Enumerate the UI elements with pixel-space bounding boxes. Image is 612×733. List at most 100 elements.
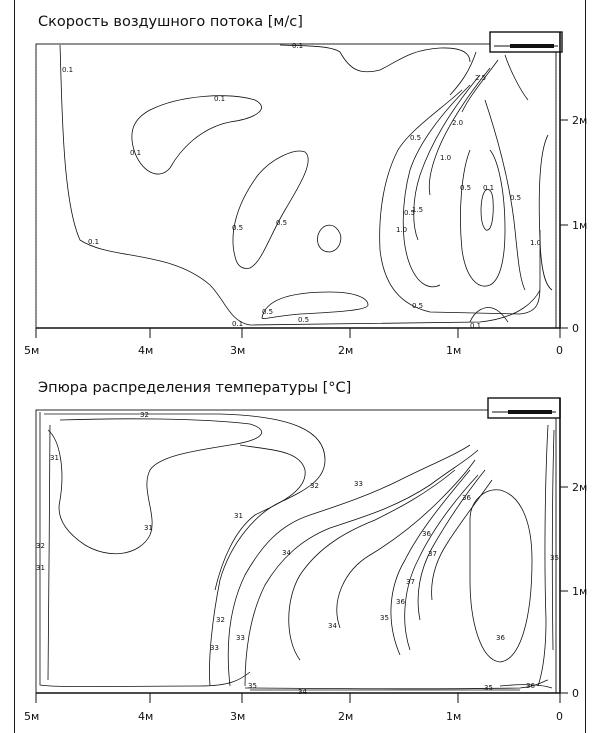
contour-label: 1.0 [396,226,407,234]
contour-0.5-right-inner [460,149,506,287]
contour-label: 33 [354,480,363,488]
contour-1.0-a [402,84,471,288]
y-tick-label: 2м [572,114,587,127]
contour-36-floor [499,684,553,689]
temperature-panel: 32 31 32 31 31 31 32 33 34 33 32 33 34 3… [24,397,587,723]
airflow-ac-unit-icon [489,31,563,53]
contour-label: 0.5 [262,308,273,316]
contour-33-left [227,444,471,687]
contour-32-outer [39,412,251,688]
contour-label: 2.5 [475,74,486,82]
contour-label: 32 [216,616,225,624]
airflow-panel: 0.1 0.1 0.1 0.1 0.1 0.1 0.1 0.5 0.5 0.5 … [24,31,587,357]
contour-label: 32 [140,411,149,419]
contour-0.1-left-blob [131,95,262,175]
contour-label: 36 [526,682,535,690]
x-tick-label: 3м [230,710,245,723]
contour-label: 36 [462,494,471,502]
contour-label: 2.0 [452,119,463,127]
contour-label: 31 [144,524,153,532]
contour-label: 0.5 [298,316,309,324]
contour-label: 1.5 [412,206,423,214]
contour-label: 0.5 [410,134,421,142]
contour-label: 31 [50,454,59,462]
contour-label: 36 [496,634,505,642]
y-tick-label: 2м [572,481,587,494]
temperature-y-axis: 2м 1м 0 [559,398,587,700]
contour-label: 32 [36,542,45,550]
contour-0.5-floor [261,291,369,319]
x-tick-label: 5м [24,344,39,357]
y-tick-label: 1м [572,585,587,598]
figure-frame [14,0,586,733]
contour-label: 35 [380,614,389,622]
contour-2.5 [461,59,499,113]
x-tick-label: 2м [338,710,353,723]
contour-label: 0.1 [470,322,481,330]
contour-35 [244,679,549,690]
contour-36-right-blob [469,489,533,663]
contour-label: 37 [428,550,437,558]
contour-label: 1.0 [530,239,541,247]
contour-label: 0.1 [214,95,225,103]
contour-label: 0.1 [292,42,303,50]
contour-label: 34 [328,622,337,630]
contour-label: 33 [210,644,219,652]
contour-label: 32 [310,482,319,490]
contour-label: 0.5 [510,194,521,202]
contour-label: 0.1 [232,320,243,328]
contour-0.5-left [232,150,309,269]
x-tick-label: 1м [446,344,461,357]
airflow-x-axis: 5м 4м 3м 2м 1м 0 [24,327,563,357]
contour-0.1-outer [59,44,541,326]
temperature-ac-unit-icon [487,397,561,419]
contour-label: 34 [298,688,307,696]
contour-31-left [47,424,51,681]
contour-label: 37 [406,578,415,586]
contour-label: 35 [484,684,493,692]
contour-label: 0.5 [412,302,423,310]
contour-label: 35 [248,682,257,690]
x-tick-label: 2м [338,344,353,357]
contour-label: 0.5 [460,184,471,192]
y-tick-label: 0 [572,687,579,700]
contour-label: 34 [282,549,291,557]
contour-label: 31 [234,512,243,520]
contour-35-wall [551,429,555,651]
contour-0.1-inner-right [480,189,494,231]
temperature-x-axis: 5м 4м 3м 2м 1м 0 [24,692,563,723]
contour-36-b [404,474,479,651]
airflow-y-axis: 2м 1м 0 [559,32,587,335]
contour-2.0 [428,67,491,196]
contour-31-blob [47,418,262,555]
contour-label: 36 [396,598,405,606]
contour-label: 33 [236,634,245,642]
contour-jet-core-right [504,54,529,101]
contour-label: 0.1 [62,66,73,74]
contour-1.5 [413,74,481,241]
y-tick-label: 0 [572,322,579,335]
contour-label: 31 [36,564,45,572]
contour-label: 36 [422,530,431,538]
x-tick-label: 4м [138,710,153,723]
contour-label: 0.5 [232,224,243,232]
airflow-chart-title: Скорость воздушного потока [м/с] [38,14,303,30]
x-tick-label: 0 [556,710,563,723]
contour-label: 0.1 [483,184,494,192]
contour-label: 0.5 [276,219,287,227]
x-tick-label: 5м [24,710,39,723]
contour-label: 35 [550,554,559,562]
contour-1.0-b [484,99,526,291]
contour-34 [288,469,456,661]
contour-0.1-floor-right [469,307,509,323]
contour-37-a [417,469,486,621]
contour-0.5-small [317,224,342,253]
x-tick-label: 0 [556,344,563,357]
contour-0.1-jet-edge [449,51,477,96]
airflow-contour-labels: 0.1 0.1 0.1 0.1 0.1 0.1 0.1 0.5 0.5 0.5 … [62,42,541,330]
contour-35-inner [336,459,476,629]
contour-36-wall [537,424,549,687]
temperature-room-outline [35,409,557,694]
contour-label: 0.5 [404,209,415,217]
contour-0.5-jet-outer [379,89,541,315]
